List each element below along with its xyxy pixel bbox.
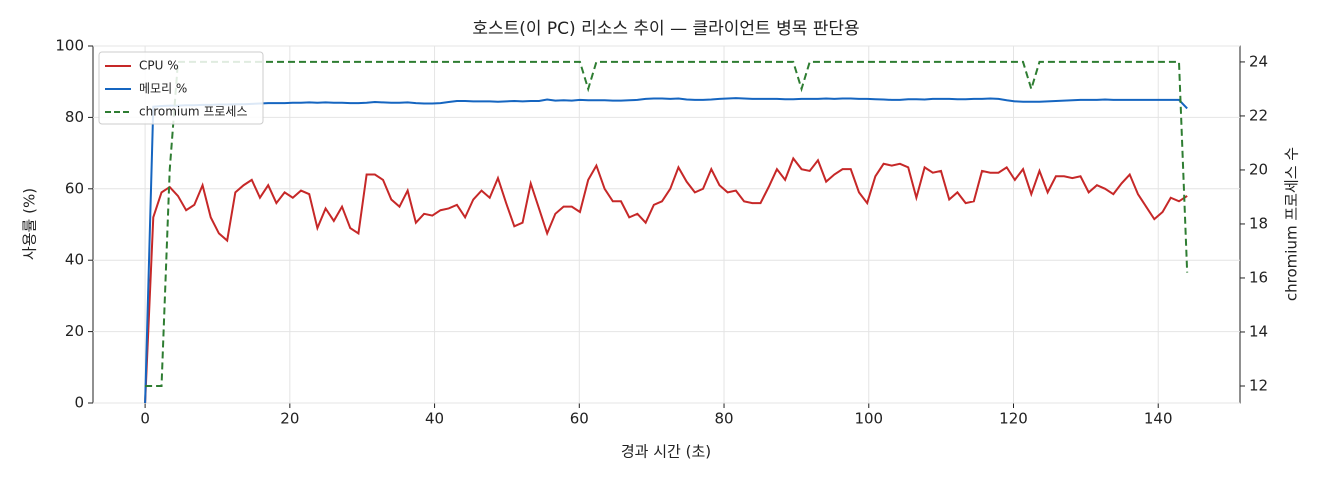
legend-label: CPU %	[139, 59, 179, 73]
y-tick-label: 0	[74, 394, 84, 412]
x-tick-label: 120	[999, 410, 1028, 428]
x-tick-label: 20	[280, 410, 299, 428]
x-tick-label: 100	[854, 410, 883, 428]
y2-tick-label: 16	[1249, 268, 1268, 286]
y-axis-label: 사용률 (%)	[21, 188, 39, 260]
y2-tick-label: 24	[1249, 52, 1268, 70]
y-tick-label: 40	[65, 251, 84, 269]
y2-axis-label: chromium 프로세스 수	[1283, 147, 1301, 301]
y2-tick-label: 18	[1249, 214, 1268, 232]
y2-tick-label: 14	[1249, 322, 1268, 340]
legend-label: chromium 프로세스	[139, 105, 248, 119]
series-line	[144, 97, 1188, 404]
y-tick-label: 100	[55, 37, 84, 55]
y2-tick-label: 22	[1249, 106, 1268, 124]
y-tick-label: 80	[65, 108, 84, 126]
x-tick-label: 40	[425, 410, 444, 428]
x-tick-label: 60	[570, 410, 589, 428]
legend-box	[98, 51, 264, 125]
chart-title: 호스트(이 PC) 리소스 추이 — 클라이언트 병목 판단용	[472, 19, 859, 39]
series-line	[144, 156, 1188, 404]
y2-tick-label: 12	[1249, 376, 1268, 394]
y2-tick-label: 20	[1249, 160, 1268, 178]
x-axis-label: 경과 시간 (초)	[621, 443, 711, 461]
legend-label: 메모리 %	[139, 82, 187, 96]
series-line	[145, 60, 1189, 387]
x-tick-label: 80	[714, 410, 733, 428]
y-tick-label: 60	[65, 179, 84, 197]
x-tick-label: 140	[1144, 410, 1173, 428]
x-tick-label: 0	[140, 410, 150, 428]
y-tick-label: 20	[65, 322, 84, 340]
